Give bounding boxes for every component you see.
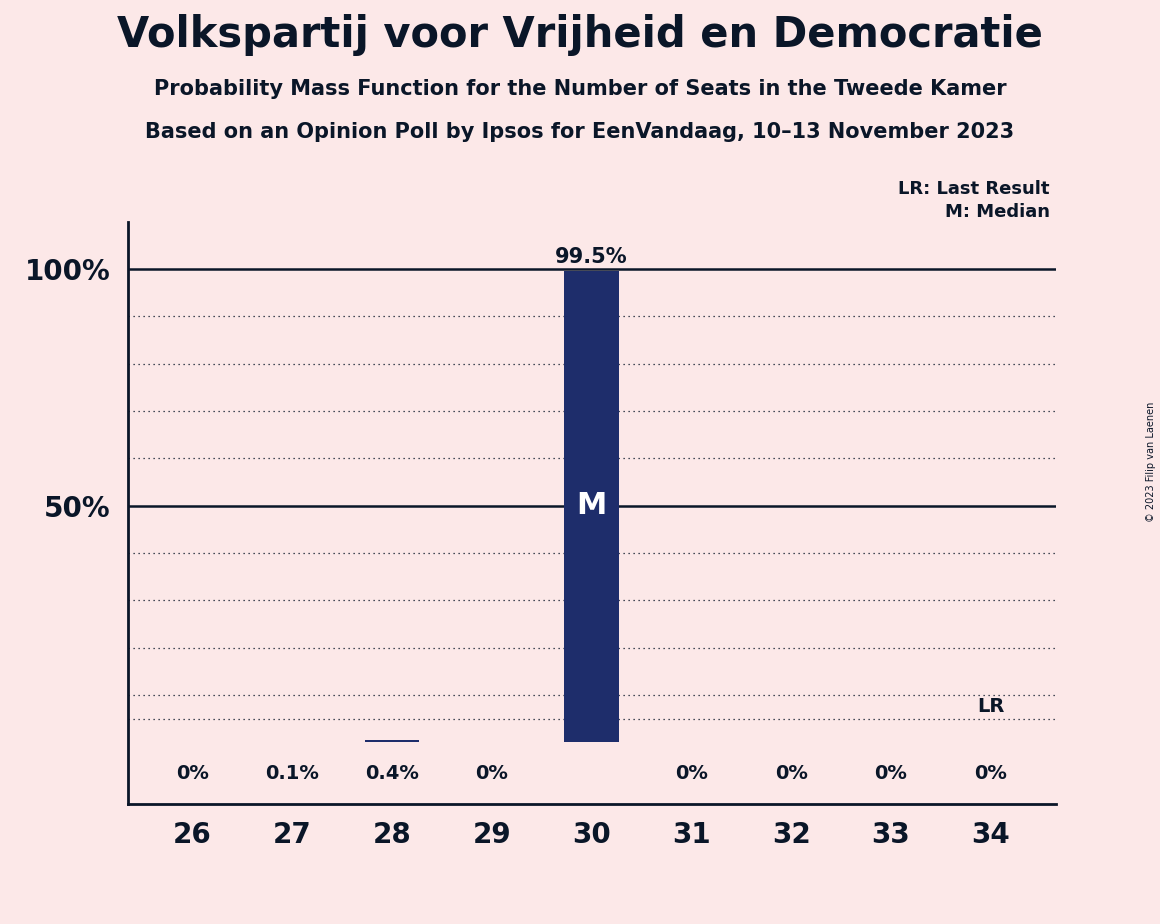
Text: LR: LR	[977, 698, 1005, 716]
Text: 0%: 0%	[176, 763, 209, 783]
Text: © 2023 Filip van Laenen: © 2023 Filip van Laenen	[1146, 402, 1155, 522]
Text: 0.4%: 0.4%	[365, 763, 419, 783]
Text: Based on an Opinion Poll by Ipsos for EenVandaag, 10–13 November 2023: Based on an Opinion Poll by Ipsos for Ee…	[145, 122, 1015, 142]
Text: Probability Mass Function for the Number of Seats in the Tweede Kamer: Probability Mass Function for the Number…	[153, 79, 1007, 99]
Text: LR: Last Result: LR: Last Result	[898, 180, 1050, 198]
Text: 0%: 0%	[974, 763, 1007, 783]
Text: M: Median: M: Median	[944, 203, 1050, 221]
Text: 0%: 0%	[476, 763, 508, 783]
Text: 0%: 0%	[775, 763, 807, 783]
Text: Volkspartij voor Vrijheid en Democratie: Volkspartij voor Vrijheid en Democratie	[117, 14, 1043, 55]
Bar	[364, 740, 420, 742]
Text: 0%: 0%	[675, 763, 708, 783]
Bar	[564, 272, 619, 742]
Text: 0%: 0%	[875, 763, 907, 783]
Text: M: M	[577, 492, 607, 520]
Text: 99.5%: 99.5%	[556, 247, 628, 267]
Text: 0.1%: 0.1%	[266, 763, 319, 783]
